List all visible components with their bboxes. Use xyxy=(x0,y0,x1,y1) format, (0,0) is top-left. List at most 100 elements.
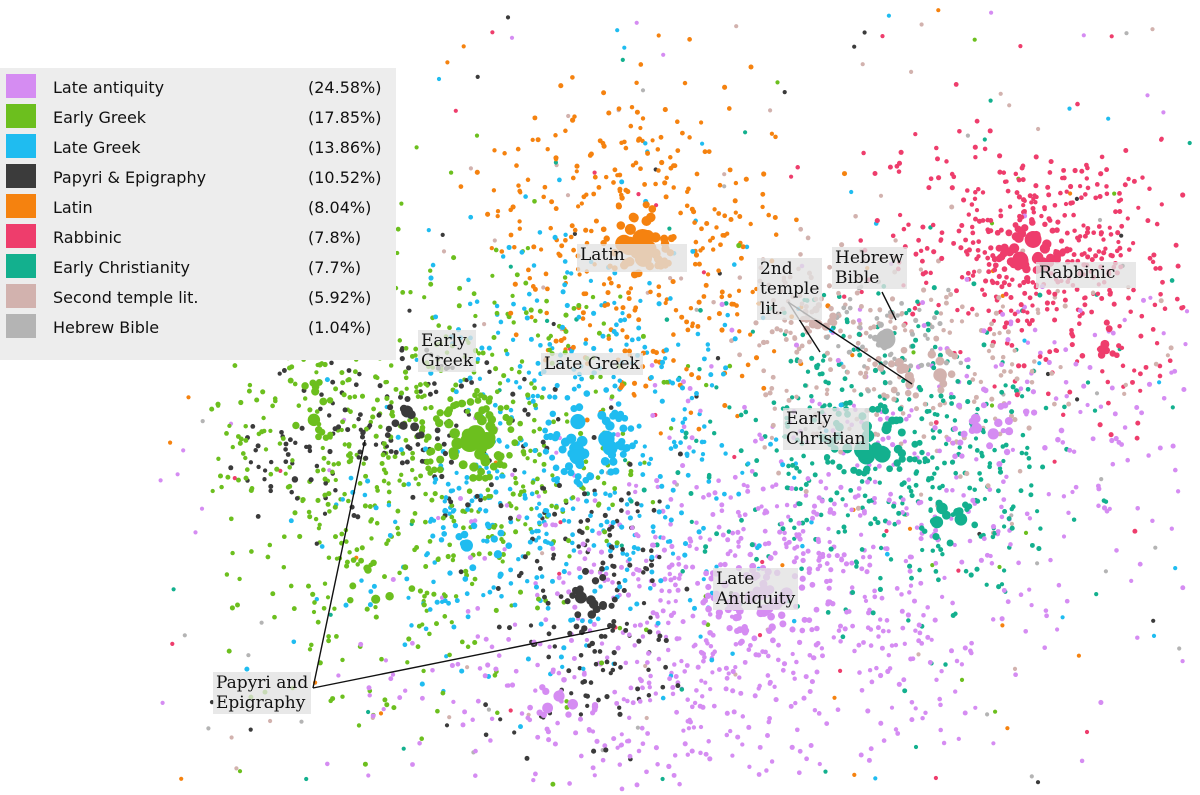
data-point xyxy=(999,362,1005,368)
data-point xyxy=(419,736,424,741)
data-point xyxy=(381,441,387,447)
data-point xyxy=(557,252,563,259)
data-point xyxy=(542,522,548,528)
data-point xyxy=(673,307,679,313)
data-point xyxy=(730,651,735,656)
data-point xyxy=(1148,295,1153,300)
data-point xyxy=(485,211,491,217)
data-point xyxy=(434,621,439,627)
data-point xyxy=(768,441,773,447)
data-point xyxy=(580,541,586,547)
data-point xyxy=(553,504,559,510)
data-point xyxy=(537,230,543,235)
data-point xyxy=(660,776,665,782)
data-point xyxy=(794,555,799,561)
data-point xyxy=(726,671,731,676)
data-point xyxy=(333,477,338,483)
data-point xyxy=(355,562,360,567)
data-point xyxy=(525,392,531,398)
data-point xyxy=(695,580,701,586)
data-point xyxy=(616,221,626,230)
data-point xyxy=(572,227,578,233)
data-point xyxy=(750,289,755,295)
data-point xyxy=(390,576,396,583)
data-point xyxy=(1037,361,1042,366)
data-point xyxy=(1018,386,1024,392)
data-point xyxy=(427,391,433,397)
data-point xyxy=(611,736,617,742)
data-point xyxy=(749,542,755,548)
data-point xyxy=(520,448,527,455)
data-point xyxy=(603,387,610,393)
data-point xyxy=(466,398,475,406)
data-point xyxy=(449,450,459,461)
data-point xyxy=(970,240,976,245)
data-point xyxy=(965,133,971,138)
data-point xyxy=(710,651,716,657)
data-point xyxy=(982,496,988,502)
data-point xyxy=(824,391,830,397)
data-point xyxy=(536,494,541,499)
legend-item: Hebrew Bible (1.04%) xyxy=(0,314,396,344)
data-point xyxy=(601,90,607,96)
data-point xyxy=(701,577,706,582)
data-point xyxy=(973,394,979,400)
data-point xyxy=(612,383,618,389)
data-point xyxy=(435,418,444,428)
data-point xyxy=(933,335,940,342)
data-point xyxy=(687,597,693,603)
data-point xyxy=(617,172,623,178)
data-point xyxy=(160,700,165,706)
data-point xyxy=(659,364,664,370)
data-point xyxy=(1029,368,1035,374)
data-point xyxy=(990,534,996,540)
data-point xyxy=(928,176,934,182)
data-point xyxy=(550,556,556,561)
data-point xyxy=(553,133,558,138)
data-point xyxy=(917,307,922,313)
data-point xyxy=(545,729,551,735)
data-point xyxy=(1145,93,1150,98)
data-point xyxy=(540,588,546,593)
legend-label: Early Christianity xyxy=(53,258,191,277)
data-point xyxy=(661,547,667,553)
data-point xyxy=(1009,513,1014,518)
data-point xyxy=(689,372,695,378)
data-point xyxy=(1157,265,1163,271)
data-point xyxy=(989,342,995,349)
data-point xyxy=(451,255,457,261)
data-point xyxy=(532,459,538,464)
data-point xyxy=(526,291,532,297)
data-point xyxy=(608,544,615,550)
data-point xyxy=(865,708,871,714)
data-point xyxy=(646,693,652,698)
data-point xyxy=(383,658,389,663)
data-point xyxy=(907,563,913,569)
data-point xyxy=(461,44,466,49)
data-point xyxy=(723,451,728,456)
data-point xyxy=(395,508,401,514)
data-point xyxy=(1085,185,1091,191)
data-point xyxy=(793,700,798,706)
data-point xyxy=(248,727,253,732)
data-point xyxy=(835,357,841,363)
data-point xyxy=(570,506,576,512)
data-point xyxy=(954,288,959,294)
data-point xyxy=(1025,445,1030,451)
data-point xyxy=(1174,296,1180,302)
data-point xyxy=(1062,297,1068,303)
data-point xyxy=(653,691,658,696)
data-point xyxy=(902,439,907,444)
data-point xyxy=(617,705,622,710)
data-point xyxy=(981,328,987,334)
data-point xyxy=(363,455,369,461)
data-point xyxy=(444,723,450,728)
data-point xyxy=(1003,291,1009,297)
data-point xyxy=(861,640,866,645)
data-point xyxy=(971,269,977,274)
data-point xyxy=(935,543,941,549)
data-point xyxy=(370,559,377,567)
data-point xyxy=(474,493,480,499)
data-point xyxy=(327,448,333,455)
data-point xyxy=(469,462,479,472)
